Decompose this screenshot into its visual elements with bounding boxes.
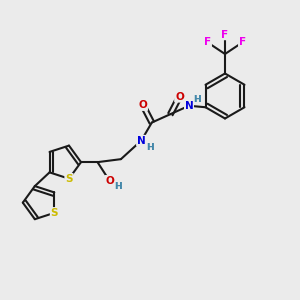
Text: O: O xyxy=(138,100,147,110)
Text: O: O xyxy=(105,176,114,186)
Text: O: O xyxy=(175,92,184,102)
Text: O: O xyxy=(175,92,184,102)
Text: O: O xyxy=(105,176,114,186)
Text: H: H xyxy=(146,143,154,152)
Text: F: F xyxy=(239,37,246,47)
Text: S: S xyxy=(50,208,58,218)
Text: H: H xyxy=(146,143,154,152)
Text: H: H xyxy=(194,95,201,104)
Text: S: S xyxy=(65,174,73,184)
Text: N: N xyxy=(137,136,146,146)
Text: S: S xyxy=(50,208,58,218)
Text: H: H xyxy=(114,182,122,191)
Text: F: F xyxy=(239,37,246,47)
Text: F: F xyxy=(221,29,229,40)
Text: O: O xyxy=(138,100,147,110)
Text: H: H xyxy=(114,182,122,191)
Text: N: N xyxy=(184,101,194,111)
Text: F: F xyxy=(204,37,211,47)
Text: H: H xyxy=(194,95,201,104)
Text: F: F xyxy=(204,37,211,47)
Text: S: S xyxy=(65,174,73,184)
Text: F: F xyxy=(221,29,229,40)
Text: N: N xyxy=(137,136,146,146)
Text: N: N xyxy=(184,101,194,111)
